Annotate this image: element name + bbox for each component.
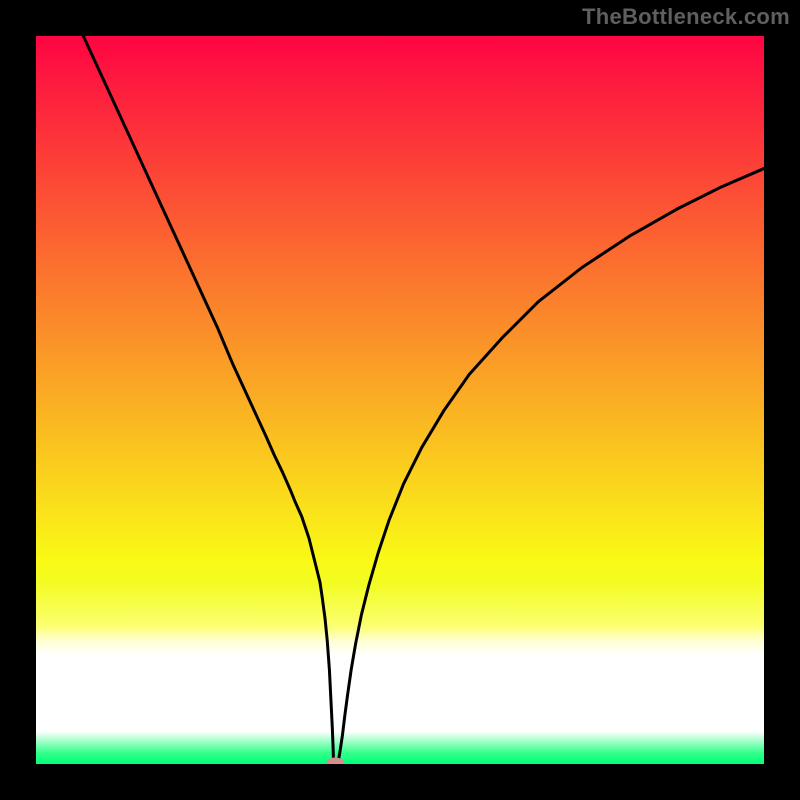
gradient-background: [36, 36, 764, 764]
plot-svg: [36, 36, 764, 764]
chart-root: TheBottleneck.com: [0, 0, 800, 800]
watermark-text: TheBottleneck.com: [582, 4, 790, 30]
